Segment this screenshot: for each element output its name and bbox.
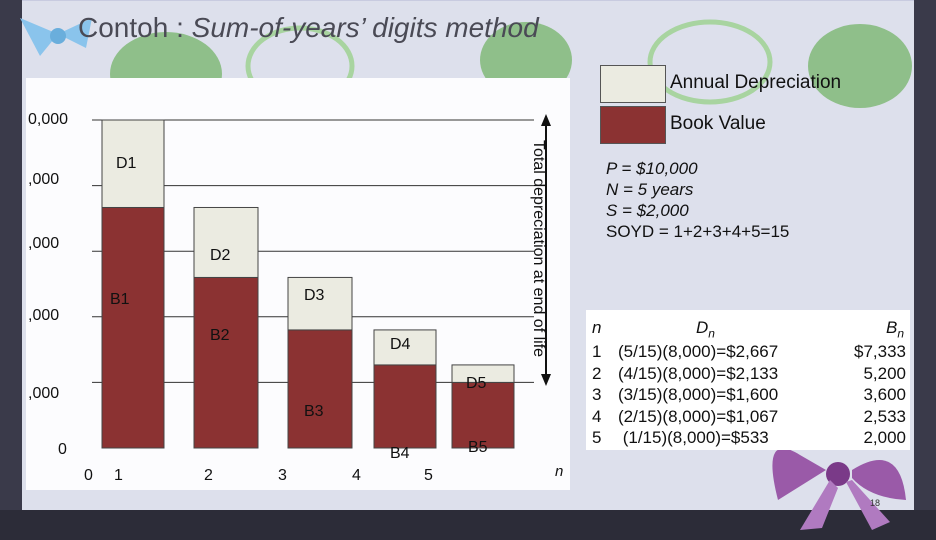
slide-number: 18 [870,498,881,508]
label-B2: B2 [210,327,230,344]
bar-book-value-5 [451,381,515,449]
total-depreciation-arrow [541,114,551,386]
slide-title: Contoh : Sum-of-years’ digits method [78,12,539,44]
y-tick-4: ,000 [28,171,59,188]
label-B5: B5 [468,439,488,456]
x-axis-label: n [555,463,563,480]
legend-label-book: Book Value [670,113,766,134]
y-tick-3: ,000 [28,235,59,252]
x-tick-0: 0 [84,467,93,484]
table-cell-d: (5/15)(8,000)=$2,667 [618,342,779,361]
table-row: 5 (1/15)(8,000)=$533 2,000 [586,428,910,449]
title-prefix: Contoh : [78,12,192,43]
table-cell-b: $7,333 [854,342,906,361]
parameters-block: P = $10,000 N = 5 years S = $2,000 SOYD … [606,158,789,242]
decor-green-circle-3 [808,24,912,108]
table-header-b: Bn [886,318,904,340]
table-header-b-main: B [886,318,898,337]
right-edge-bar [914,0,936,540]
table-cell-n: 5 [592,428,602,447]
bars [101,119,515,449]
y-tick-1: ,000 [28,385,59,402]
param-soyd: SOYD = 1+2+3+4+5=15 [606,222,790,241]
label-D5: D5 [466,375,487,392]
table-header-d-main: D [696,318,709,337]
legend-swatch-book [600,106,666,144]
x-tick-2: 2 [204,467,213,484]
table-cell-n: 4 [592,406,602,426]
title-method: Sum-of-years’ digits method [191,12,539,43]
blue-ribbon-decoration [20,18,92,56]
table-cell-b: 2,000 [863,428,906,447]
arrow-head-top [541,114,551,126]
table-row: 3 (3/15)(8,000)=$1,600 3,600 [586,385,910,406]
bar-depreciation-1 [101,119,165,208]
table-header-d: Dn [696,318,715,340]
legend-swatch-annual [600,65,666,103]
purple-bow-decoration [772,448,906,530]
x-tick-1: 1 [114,467,123,484]
table-cell-n: 1 [592,342,602,361]
table-cell-b: 3,600 [863,385,906,404]
decor-green-ring-2 [647,19,773,105]
bar-depreciation-2 [193,206,259,278]
table-header-b-sub: n [897,326,905,341]
left-edge-bar [0,0,22,540]
bar-book-value-3 [287,329,353,449]
arrow-head-bottom [541,374,551,386]
table-header-n: n [592,318,602,337]
x-tick-labels: 0 1 2 3 4 5 [84,467,433,484]
table-row: 4 (2/15)(8,000)=$1,067 2,533 [586,407,910,428]
param-n: N = 5 years [606,180,694,199]
table-cell-d: (3/15)(8,000)=$1,600 [618,385,779,404]
param-p: P = $10,000 [606,159,698,178]
table-cell-d: (2/15)(8,000)=$1,067 [618,406,779,426]
table-header-d-sub: n [708,326,715,341]
bar-book-value-1 [101,206,165,449]
bar-depreciation-4 [373,329,437,366]
label-D1: D1 [116,155,137,172]
label-D4: D4 [390,336,411,353]
x-tick-4: 4 [352,467,361,484]
label-B3: B3 [304,403,324,420]
table-cell-n: 2 [592,363,602,383]
y-tick-2: ,000 [28,307,59,324]
y-tick-5: 0,000 [28,111,68,128]
label-B1: B1 [110,291,130,308]
segment-labels: D1 D2 D3 D4 D5 B1 B2 B3 B4 B5 [110,155,488,462]
x-tick-5: 5 [424,467,433,484]
bar-book-value-2 [193,276,259,449]
table-row: 1 (5/15)(8,000)=$2,667 $7,333 [586,342,910,363]
bottom-edge-bar [0,510,936,540]
x-tick-3: 3 [278,467,287,484]
bar-book-value-4 [373,364,437,449]
bar-depreciation-5 [451,364,515,383]
depreciation-table: n Dn Bn 1 (5/15)(8,000)=$2,667 $7,333 2 (4/1… [586,310,910,450]
table-cell-b: 2,533 [863,406,906,426]
table-cell-n: 3 [592,385,602,404]
table-cell-d: (1/15)(8,000)=$533 [618,428,769,447]
legend-label-annual: Annual Depreciation [670,72,842,93]
table-cell-d: (4/15)(8,000)=$2,133 [618,363,779,383]
param-s: S = $2,000 [606,201,689,220]
y-tick-0: 0 [58,441,67,458]
table-row: 2 (4/15)(8,000)=$2,133 5,200 [586,364,910,385]
arrow-label: Total depreciation at end of life [530,140,547,357]
label-D3: D3 [304,287,325,304]
table-cell-b: 5,200 [863,363,906,383]
label-B4: B4 [390,445,410,462]
bar-depreciation-3 [287,276,353,331]
label-D2: D2 [210,247,231,264]
